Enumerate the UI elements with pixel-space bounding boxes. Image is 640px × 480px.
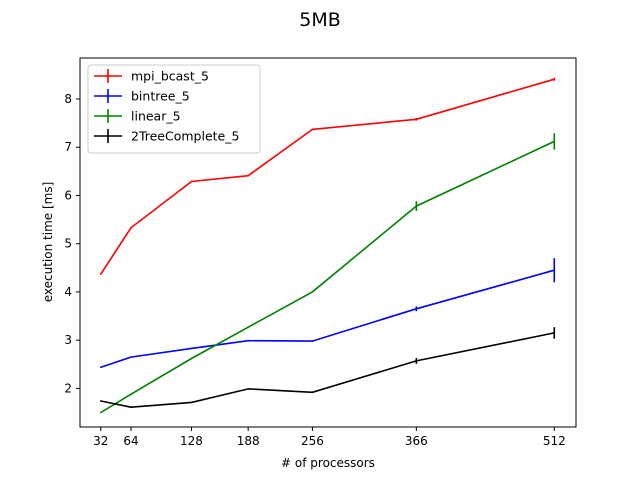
data-point [99,273,102,275]
data-point [311,391,314,394]
data-point [311,128,314,131]
x-axis-label: # of processors [281,456,375,470]
series-line [100,269,555,368]
series-line [100,140,555,414]
data-point [311,340,314,342]
y-axis-label: execution time [ms] [41,182,55,303]
series-2TreeComplete_5 [99,327,556,409]
legend-item: mpi_bcast_5 [94,69,209,84]
data-point [190,401,193,404]
x-tick-label: 366 [405,434,428,448]
x-tick-label: 512 [543,434,566,448]
data-point [190,180,193,183]
legend-label: linear_5 [131,109,181,124]
x-tick-label: 64 [123,434,138,448]
data-point [247,326,249,328]
y-axis: 2 3 4 5 6 7 8 [64,92,80,395]
data-point [99,366,102,368]
legend-box [87,64,261,154]
data-point [190,357,193,360]
data-point [247,339,249,342]
y-tick-label: 3 [64,333,72,347]
x-tick-label: 256 [301,434,324,448]
y-tick-label: 4 [64,285,72,299]
data-point [247,388,249,390]
x-tick-label: 32 [93,434,108,448]
y-tick-label: 8 [64,92,72,106]
y-tick-label: 2 [64,381,72,395]
data-point [99,411,102,414]
y-tick-label: 5 [64,237,72,251]
x-axis: 32 64 128 188 256 366 512 [93,427,566,448]
legend-item: linear_5 [94,109,181,124]
data-point [130,393,132,396]
data-point [99,400,102,402]
series-layer [99,77,556,414]
legend-label: mpi_bcast_5 [131,69,209,84]
y-tick-label: 6 [64,188,72,202]
chart-title: 5MB [299,9,341,31]
legend-item: 2TreeComplete_5 [94,129,239,144]
data-point [190,347,193,350]
legend: mpi_bcast_5 bintree_5 linear_5 2TreeComplet… [87,64,261,154]
series-line [100,332,555,409]
x-tick-label: 188 [237,434,260,448]
legend-item: bintree_5 [94,89,190,104]
legend-label: 2TreeComplete_5 [131,129,239,144]
legend-label: bintree_5 [131,89,190,104]
data-point [311,291,314,293]
data-point [130,406,132,409]
data-point [247,174,249,177]
x-tick-label: 128 [180,434,203,448]
plot-frame [79,57,577,428]
series-linear_5 [99,133,556,414]
data-point [130,226,132,229]
y-tick-label: 7 [64,140,72,154]
series-bintree_5 [99,258,556,368]
series-mpi_bcast_5 [99,77,556,275]
data-point [130,356,132,358]
